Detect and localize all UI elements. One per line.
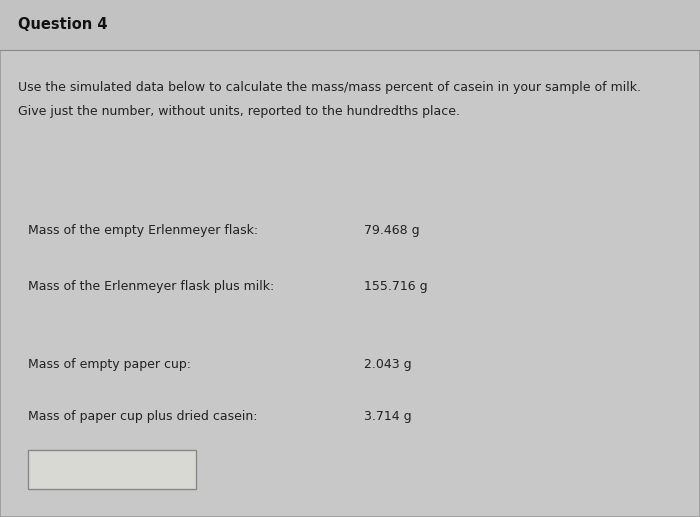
Text: 3.714 g: 3.714 g [364,409,412,423]
Text: 79.468 g: 79.468 g [364,223,419,237]
Text: Mass of paper cup plus dried casein:: Mass of paper cup plus dried casein: [28,409,258,423]
Text: 155.716 g: 155.716 g [364,280,428,294]
Text: Question 4: Question 4 [18,17,107,33]
Text: 2.043 g: 2.043 g [364,358,412,371]
Text: Mass of empty paper cup:: Mass of empty paper cup: [28,358,191,371]
Bar [28,450,196,489]
Text: Give just the number, without units, reported to the hundredths place.: Give just the number, without units, rep… [18,104,459,118]
Bar [0,0,700,50]
Text: Mass of the empty Erlenmeyer flask:: Mass of the empty Erlenmeyer flask: [28,223,258,237]
Text: Use the simulated data below to calculate the mass/mass percent of casein in you: Use the simulated data below to calculat… [18,81,640,95]
Text: Mass of the Erlenmeyer flask plus milk:: Mass of the Erlenmeyer flask plus milk: [28,280,274,294]
